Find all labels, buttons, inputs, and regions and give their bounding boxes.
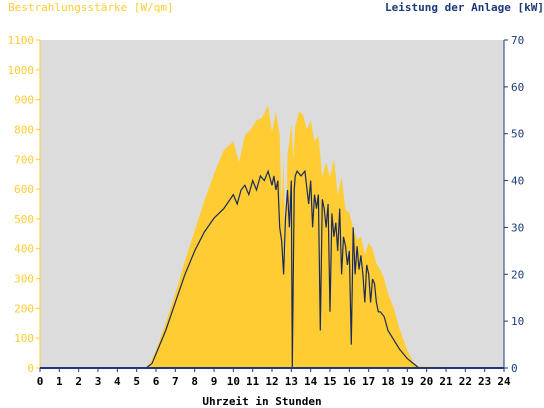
- left-tick-label: 400: [14, 243, 34, 256]
- x-tick-label: 13: [285, 375, 298, 388]
- x-tick-label: 23: [478, 375, 491, 388]
- x-tick-label: 4: [114, 375, 121, 388]
- left-tick-label: 900: [14, 94, 34, 107]
- left-tick-label: 0: [27, 362, 34, 375]
- x-tick-label: 17: [362, 375, 375, 388]
- x-tick-label: 16: [343, 375, 357, 388]
- right-tick-label: 20: [511, 268, 524, 281]
- x-tick-label: 21: [439, 375, 453, 388]
- right-axis-title: Leistung der Anlage [kW]: [385, 1, 544, 14]
- right-tick-label: 70: [511, 34, 524, 47]
- x-tick-label: 9: [211, 375, 218, 388]
- x-axis-label: Uhrzeit in Stunden: [202, 395, 321, 408]
- left-tick-label: 200: [14, 302, 34, 315]
- x-tick-label: 14: [304, 375, 318, 388]
- x-tick-label: 1: [56, 375, 63, 388]
- x-tick-label: 19: [401, 375, 414, 388]
- right-tick-label: 10: [511, 315, 524, 328]
- right-axis-ticks: 0 10 20 30 40 50 60 70: [504, 34, 524, 375]
- x-tick-label: 24: [497, 375, 511, 388]
- right-tick-label: 50: [511, 128, 524, 141]
- right-tick-label: 0: [511, 362, 518, 375]
- right-tick-label: 30: [511, 221, 524, 234]
- right-tick-label: 40: [511, 175, 524, 188]
- left-tick-label: 600: [14, 183, 34, 196]
- left-tick-label: 500: [14, 213, 34, 226]
- left-tick-label: 1100: [8, 34, 35, 47]
- left-axis-ticks: 0 100 200 300 400 500 600 700 800 900 1000 1100: [8, 34, 40, 375]
- x-tick-label: 15: [323, 375, 336, 388]
- x-tick-label: 6: [153, 375, 160, 388]
- right-tick-label: 60: [511, 81, 524, 94]
- x-tick-label: 18: [381, 375, 394, 388]
- x-tick-label: 8: [191, 375, 198, 388]
- x-tick-label: 20: [420, 375, 433, 388]
- x-tick-label: 7: [172, 375, 179, 388]
- power-line: [40, 169, 504, 369]
- left-tick-label: 1000: [8, 64, 35, 77]
- x-tick-label: 2: [75, 375, 82, 388]
- x-tick-label: 11: [246, 375, 260, 388]
- irradiance-area: [40, 105, 504, 368]
- left-axis-title: Bestrahlungsstärke [W/qm]: [8, 1, 174, 14]
- x-tick-label: 12: [265, 375, 278, 388]
- left-tick-label: 700: [14, 153, 34, 166]
- x-tick-label: 3: [95, 375, 102, 388]
- x-tick-label: 22: [459, 375, 472, 388]
- x-tick-label: 5: [133, 375, 140, 388]
- x-tick-label: 10: [227, 375, 240, 388]
- x-axis-ticks: 0 1 2 3 4 5 6 7 8 9 10 11 12 13 14 15 16 17 18 19 20 21 22 23 24: [37, 368, 511, 388]
- series-layer: [40, 105, 504, 369]
- x-tick-label: 0: [37, 375, 44, 388]
- left-tick-label: 800: [14, 123, 34, 136]
- left-tick-label: 300: [14, 273, 34, 286]
- left-tick-label: 100: [14, 332, 34, 345]
